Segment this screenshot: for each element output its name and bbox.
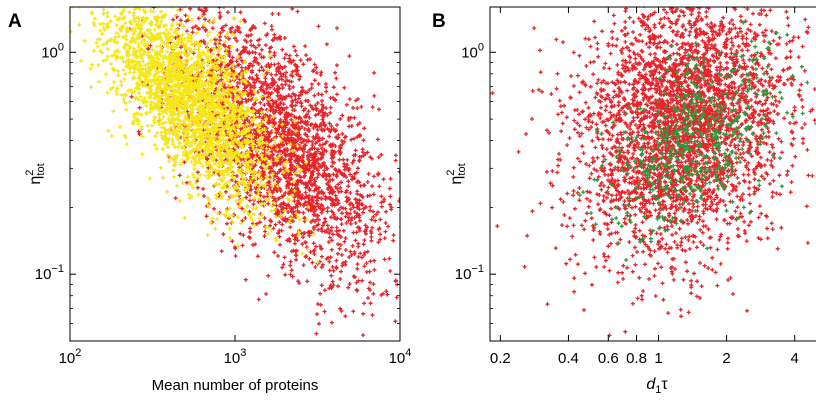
x-tick-label: 0.6	[598, 350, 619, 367]
panel-b-y-axis-label: η2tot	[445, 163, 468, 184]
panel-b-x-axis-label: d1τ	[646, 376, 668, 396]
x-tick-label: 104	[389, 347, 412, 367]
panel-b-y-ticks: 100 10−1	[455, 41, 496, 342]
panel-label-b: B	[432, 11, 446, 32]
panel-a: A 102 103 104 100 10−1 Mean number of prote…	[8, 6, 412, 394]
x-tick-label: 0.2	[490, 350, 511, 367]
y-tick-label: 10−1	[35, 263, 64, 283]
panel-a-y-ticks: 100 10−1	[35, 41, 400, 342]
panel-a-y-axis-label: η2tot	[24, 163, 47, 184]
x-tick-label: 4	[791, 350, 799, 367]
y-tick-label: 100	[461, 41, 484, 61]
panel-b-x-ticks: 0.2 0.4 0.6 0.8 1 2 4	[490, 7, 799, 367]
panel-b-points	[490, 7, 816, 338]
panel-a-series-2-markers	[70, 7, 320, 265]
x-tick-label: 0.4	[558, 350, 579, 367]
x-tick-label: 102	[59, 347, 82, 367]
panel-b: B 0.2 0.4 0.6 0.8 1 2 4 100 10−1 d1τ η2tot	[432, 6, 816, 396]
panel-a-x-ticks: 102 103 104	[59, 7, 412, 367]
x-tick-label: 0.8	[626, 350, 647, 367]
x-tick-label: 103	[224, 347, 247, 367]
panel-b-series-2-markers	[577, 20, 810, 262]
panel-label-a: A	[8, 11, 22, 32]
panel-a-points	[70, 7, 400, 338]
panel-a-x-axis-label: Mean number of proteins	[152, 377, 319, 394]
y-tick-label: 100	[41, 41, 64, 61]
y-tick-label: 10−1	[455, 263, 484, 283]
x-tick-label: 2	[722, 350, 730, 367]
x-tick-label: 1	[654, 350, 662, 367]
